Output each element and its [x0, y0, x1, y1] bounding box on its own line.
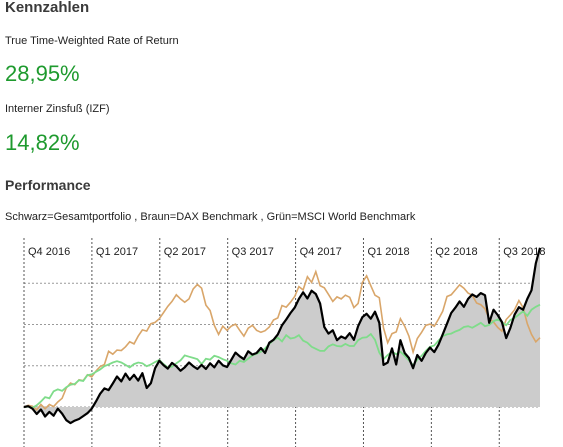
quarter-label: Q2 2017: [164, 246, 206, 258]
quarter-label: Q4 2016: [28, 246, 70, 258]
msci-world-benchmark-line: [23, 303, 541, 409]
quarter-label: Q3 2017: [232, 246, 274, 258]
performance-heading: Performance: [5, 177, 91, 193]
quarter-label: Q2 2018: [435, 246, 477, 258]
quarter-label: Q1 2018: [367, 246, 409, 258]
izf-label: Interner Zinsfuß (IZF): [5, 103, 110, 115]
portfolio-line: [23, 247, 542, 425]
performance-chart: Q4 2016 Q1 2017 Q2 2017 Q3 2017 Q4 2017 Q1 20…: [23, 238, 545, 447]
ttwr-value: 28,95%: [5, 61, 80, 86]
izf-value: 14,82%: [5, 130, 80, 155]
quarter-label: Q4 2017: [300, 246, 342, 258]
quarter-label: Q3 2018: [503, 246, 545, 258]
kennzahlen-heading: Kennzahlen: [5, 0, 90, 16]
portfolio-area: [24, 247, 540, 424]
ttwr-label: True Time-Weighted Rate of Return: [5, 35, 179, 47]
quarter-labels: Q4 2016 Q1 2017 Q2 2017 Q3 2017 Q4 2017 Q1 20…: [28, 246, 545, 258]
quarter-label: Q1 2017: [96, 246, 138, 258]
dax-benchmark-line: [23, 269, 541, 412]
performance-legend: Schwarz=Gesamtportfolio , Braun=DAX Benc…: [5, 211, 416, 223]
